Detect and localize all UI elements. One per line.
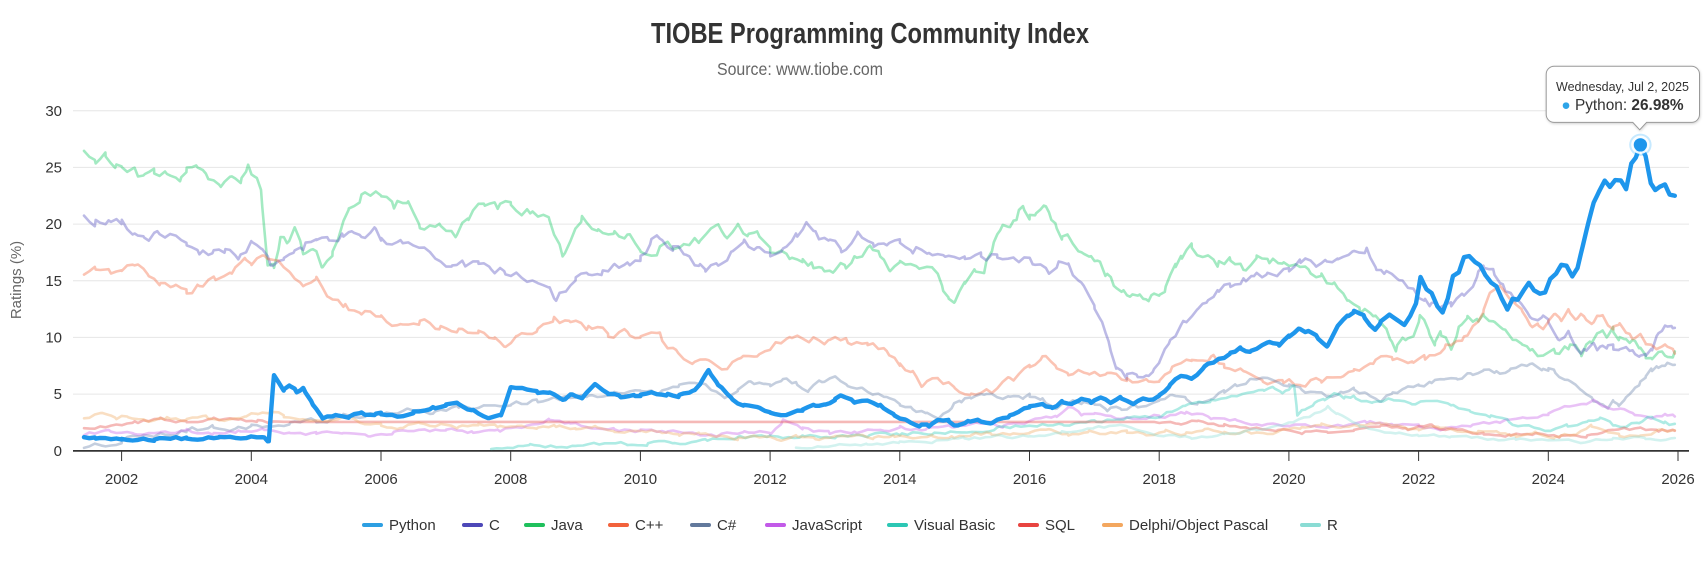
svg-text:20: 20 (45, 216, 62, 233)
svg-text:● Python: 26.98%: ● Python: 26.98% (1561, 97, 1684, 114)
svg-text:2010: 2010 (624, 471, 657, 488)
svg-text:2024: 2024 (1532, 471, 1565, 488)
svg-text:2006: 2006 (364, 471, 397, 488)
svg-text:2026: 2026 (1661, 471, 1694, 488)
svg-text:2014: 2014 (883, 471, 916, 488)
svg-text:Source: www.tiobe.com: Source: www.tiobe.com (717, 59, 883, 79)
svg-text:30: 30 (45, 103, 62, 120)
svg-text:25: 25 (45, 159, 62, 176)
svg-text:2020: 2020 (1272, 471, 1305, 488)
svg-text:Wednesday, Jul 2, 2025: Wednesday, Jul 2, 2025 (1556, 80, 1689, 94)
svg-text:Ratings (%): Ratings (%) (8, 241, 25, 319)
svg-text:15: 15 (45, 273, 62, 290)
svg-text:2012: 2012 (753, 471, 786, 488)
svg-text:5: 5 (54, 386, 62, 403)
svg-text:10: 10 (45, 329, 62, 346)
svg-text:2008: 2008 (494, 471, 527, 488)
svg-text:2016: 2016 (1013, 471, 1046, 488)
svg-text:2002: 2002 (105, 471, 138, 488)
svg-text:2018: 2018 (1143, 471, 1176, 488)
svg-text:2022: 2022 (1402, 471, 1435, 488)
svg-text:2004: 2004 (235, 471, 268, 488)
svg-text:0: 0 (54, 443, 62, 460)
svg-text:TIOBE Programming Community In: TIOBE Programming Community Index (651, 18, 1089, 50)
